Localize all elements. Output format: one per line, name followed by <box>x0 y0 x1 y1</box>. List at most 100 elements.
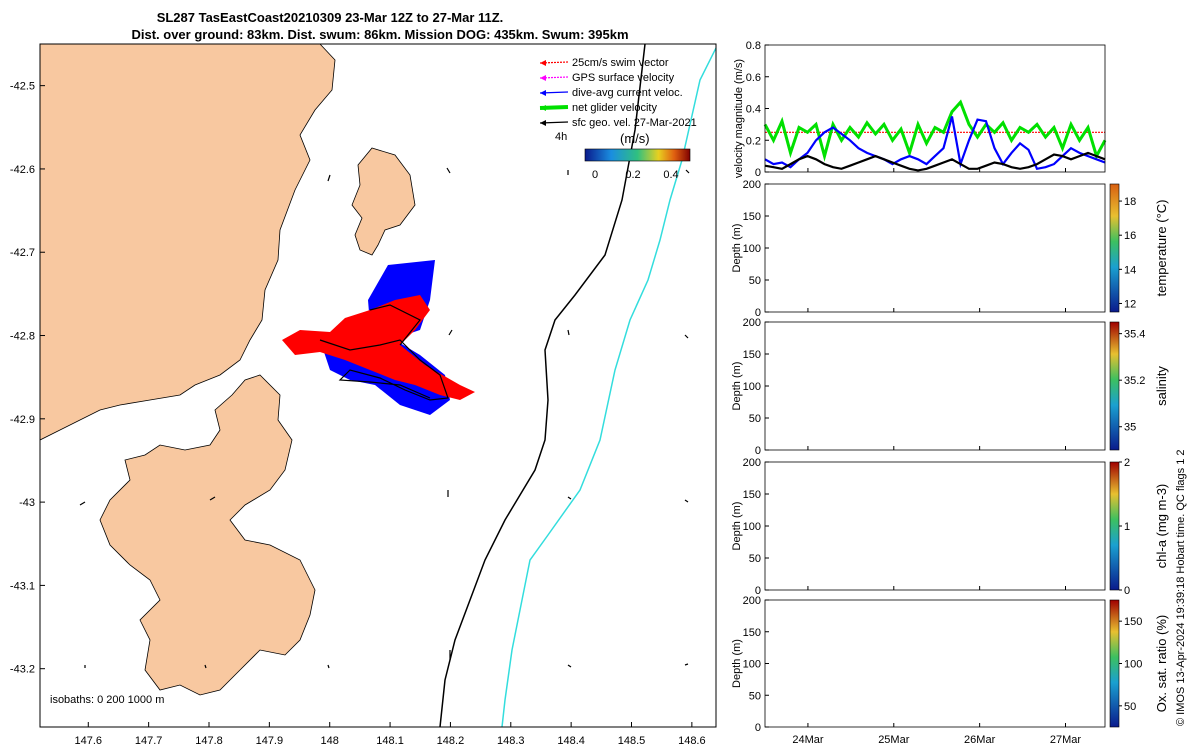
colorbar-tick-label: 1 <box>1124 521 1130 533</box>
depth-colorbar <box>1109 321 1120 451</box>
colorbar-tick-label: 35 <box>1124 422 1136 434</box>
legend-line <box>539 61 569 64</box>
isobaths-label: isobaths: 0 200 1000 m <box>50 694 164 706</box>
glider-track <box>319 304 449 401</box>
depth-y-tick-label: 100 <box>743 521 761 533</box>
map-y-tick-label: -42.7 <box>10 247 35 259</box>
title-line-2: Dist. over ground: 83km. Dist. swum: 86k… <box>131 27 628 42</box>
colorbar-tick-label: 150 <box>1124 616 1142 628</box>
map-x-tick-label: 148.4 <box>557 735 585 747</box>
map-x-tick-label: 147.6 <box>75 735 103 747</box>
depth-y-tick-label: 0 <box>755 307 761 319</box>
profile-panel-3: 0 50 100 150 200 Depth (m) 0 1 2 chl-a (mg m-3) <box>731 457 1169 597</box>
colorbar-tick-label: 14 <box>1124 264 1136 276</box>
legend-label: 25cm/s swim vector <box>572 57 669 69</box>
land-south <box>99 374 316 696</box>
legend-arrowhead <box>540 105 546 111</box>
map-y-tick-label: -42.9 <box>10 414 35 426</box>
time-tick-label: 25Mar <box>878 734 910 746</box>
depth-y-tick-label: 100 <box>743 659 761 671</box>
map-legend: 25cm/s swim vector GPS surface velocity di… <box>539 57 697 129</box>
colorbar-tick-label: 35.4 <box>1124 329 1145 341</box>
legend-label: GPS surface velocity <box>572 72 675 84</box>
depth-colorbar <box>1109 599 1120 728</box>
map-x-tick-label: 147.9 <box>256 735 284 747</box>
colorbar-unit-label: (m/s) <box>620 131 650 146</box>
colorbar-tick-label: 18 <box>1124 196 1136 208</box>
depth-y-tick-label: 100 <box>743 243 761 255</box>
map-x-tick-label: 148.3 <box>497 735 525 747</box>
map-frame <box>39 43 717 728</box>
map-y-tick-label: -43.1 <box>10 580 35 592</box>
depth-y-tick-label: 200 <box>743 317 761 329</box>
depth-y-tick-label: 50 <box>749 275 761 287</box>
depth-y-tick-label: 50 <box>749 413 761 425</box>
legend-arrowhead <box>540 120 546 126</box>
legend-label: net glider velocity <box>572 102 657 114</box>
legend-arrowhead <box>540 75 546 81</box>
depth-y-tick-label: 50 <box>749 553 761 565</box>
map-x-axis: 147.6 147.7 147.8 147.9 148 148.1 148.2 148.3 14… <box>75 722 706 747</box>
panel-frame <box>764 183 1106 313</box>
depth-y-tick-label: 0 <box>755 585 761 597</box>
depth-y-tick-label: 150 <box>743 627 761 639</box>
panel-frame <box>764 321 1106 451</box>
colorbar-tick-label: 50 <box>1124 701 1136 713</box>
colorbar-tick-label: 100 <box>1124 659 1142 671</box>
velocity-y-tick-label: 0.6 <box>746 72 761 84</box>
depth-colorbar <box>1109 183 1120 313</box>
isobath-1000 <box>501 46 716 727</box>
map-y-tick-label: -42.5 <box>10 81 35 93</box>
velocity-y-tick-label: 0 <box>755 167 761 179</box>
map-x-tick-label: 148.2 <box>437 735 465 747</box>
depth-y-tick-label: 200 <box>743 179 761 191</box>
colorbar-tick-label: 16 <box>1124 230 1136 242</box>
time-tick-label: 27Mar <box>1050 734 1082 746</box>
colorbar-label: salinity <box>1154 366 1169 406</box>
colorbar-tick-label: 12 <box>1124 298 1136 310</box>
map-panel: isobaths: 0 200 1000 m 147.6 147.7 147.8 14… <box>10 43 717 747</box>
velocity-series-sfc <box>764 151 1106 172</box>
map-x-tick-label: 147.7 <box>135 735 163 747</box>
colorbar-tick-label: 35.2 <box>1124 375 1145 387</box>
depth-y-tick-label: 200 <box>743 595 761 607</box>
legend-line <box>539 76 569 79</box>
depth-y-label: Depth (m) <box>731 502 743 551</box>
colorbar-label: Ox. sat. ratio (%) <box>1154 615 1169 713</box>
velocity-y-label: velocity magnitude (m/s) <box>733 59 745 178</box>
colorbar-label: temperature (°C) <box>1154 200 1169 297</box>
legend-arrowhead <box>540 90 546 96</box>
title-line-1: SL287 TasEastCoast20210309 23-Mar 12Z to… <box>157 10 504 25</box>
map-x-tick-label: 148 <box>321 735 339 747</box>
velocity-y-tick-label: 0.4 <box>746 104 761 116</box>
depth-y-label: Depth (m) <box>731 639 743 688</box>
map-colorbar-tick-label: 0 <box>592 169 598 181</box>
colorbar-tick-label: 0 <box>1124 585 1130 597</box>
panel-frame <box>764 44 1106 173</box>
depth-y-label: Depth (m) <box>731 362 743 411</box>
sfc-geo-velocity-field <box>79 167 690 669</box>
time-tick-label: 26Mar <box>964 734 996 746</box>
depth-y-tick-label: 0 <box>755 722 761 734</box>
depth-y-tick-label: 150 <box>743 489 761 501</box>
swim-vector-swath <box>282 295 475 400</box>
colorbar-time-label: 4h <box>555 131 567 143</box>
map-colorbar-tick-label: 0.4 <box>663 169 678 181</box>
depth-y-tick-label: 200 <box>743 457 761 469</box>
depth-y-label: Depth (m) <box>731 224 743 273</box>
map-x-tick-label: 148.6 <box>678 735 706 747</box>
colorbar-tick-label: 2 <box>1124 457 1130 469</box>
map-colorbar-tick-label: 0.2 <box>625 169 640 181</box>
velocity-series-dive <box>764 116 1106 171</box>
imos-credit: © IMOS 13-Apr-2024 19:39:18 Hobart time.… <box>1175 449 1187 726</box>
map-y-tick-label: -42.8 <box>10 331 35 343</box>
profile-panel-1: 0 50 100 150 200 Depth (m) 12 14 16 18 temperature… <box>731 179 1169 319</box>
legend-arrowhead <box>540 60 546 66</box>
depth-y-tick-label: 0 <box>755 445 761 457</box>
velocity-series-net <box>763 99 1107 162</box>
map-y-axis: -42.5 -42.6 -42.7 -42.8 -42.9 -43 -43.1 -43.2 <box>10 81 45 676</box>
map-x-tick-label: 148.5 <box>618 735 646 747</box>
